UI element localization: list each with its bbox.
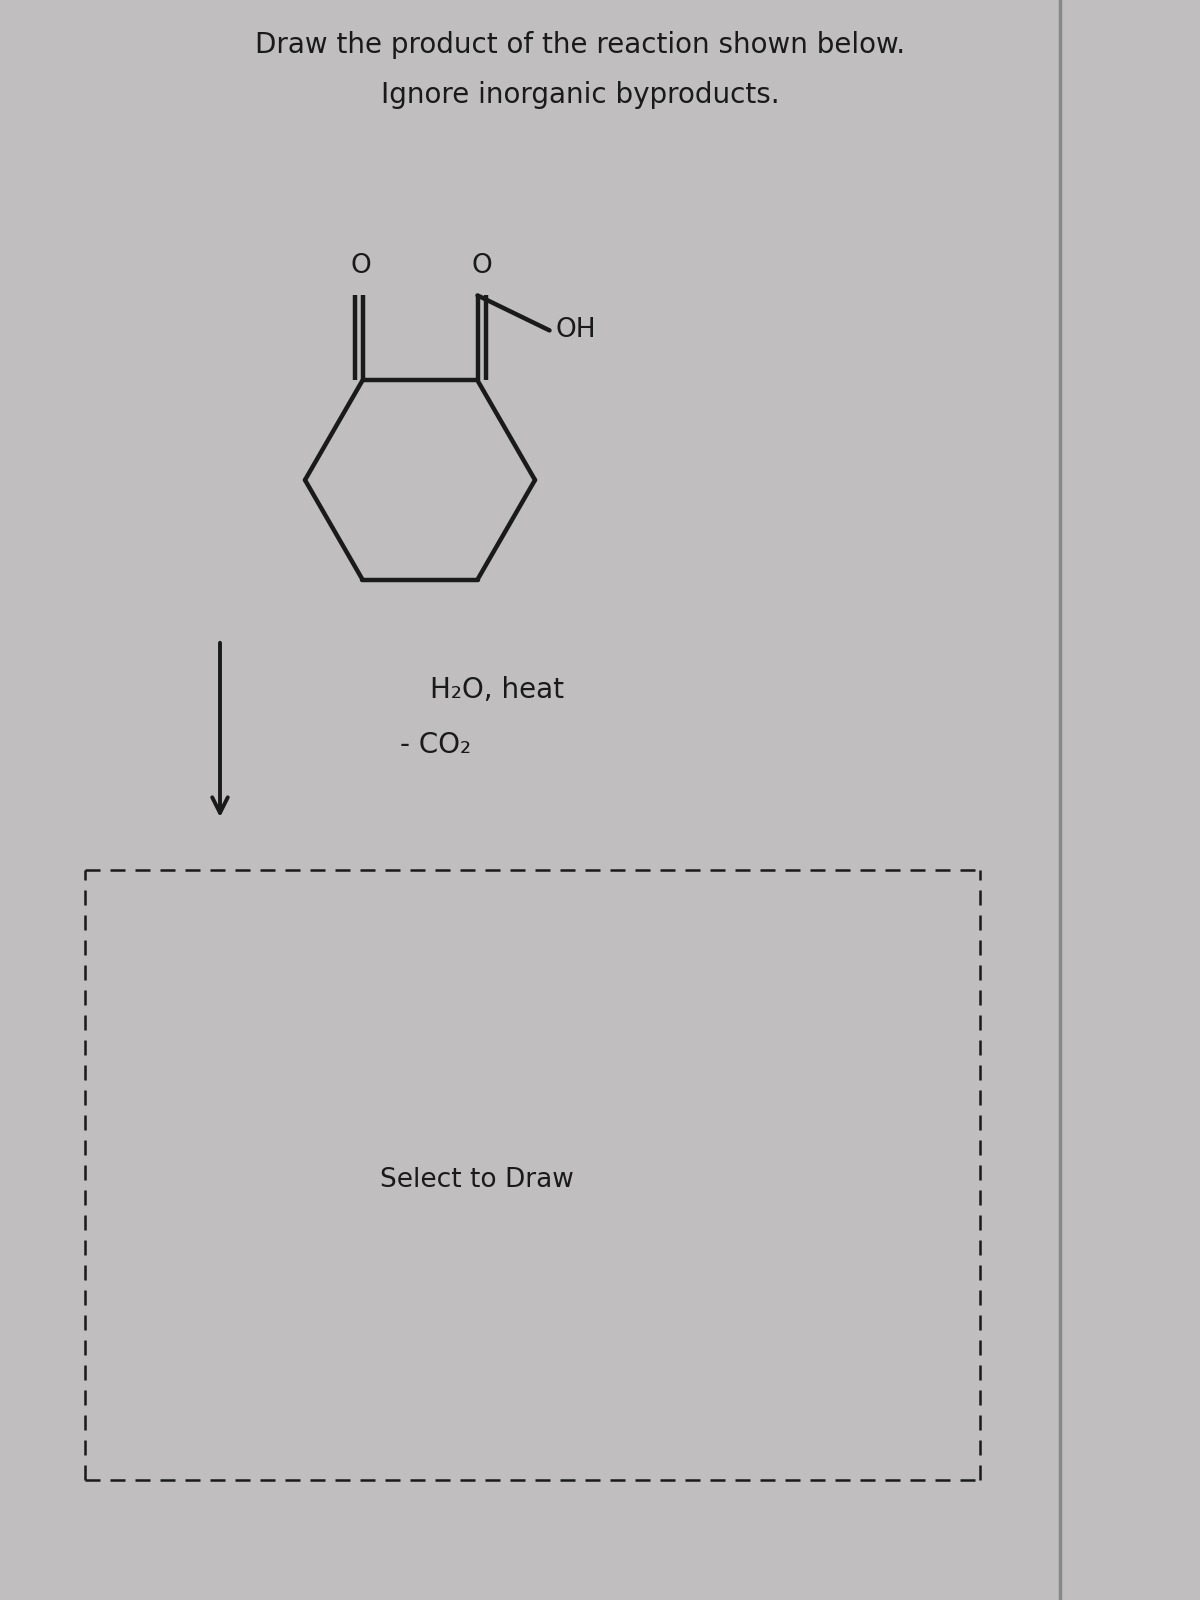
Text: OH: OH [556, 317, 596, 344]
Text: O: O [472, 253, 492, 280]
Text: O: O [350, 253, 371, 280]
Text: Draw the product of the reaction shown below.: Draw the product of the reaction shown b… [254, 30, 905, 59]
Text: - CO₂: - CO₂ [400, 731, 472, 758]
Text: Select to Draw: Select to Draw [380, 1166, 574, 1194]
Text: H₂O, heat: H₂O, heat [430, 675, 564, 704]
Text: Ignore inorganic byproducts.: Ignore inorganic byproducts. [380, 82, 779, 109]
